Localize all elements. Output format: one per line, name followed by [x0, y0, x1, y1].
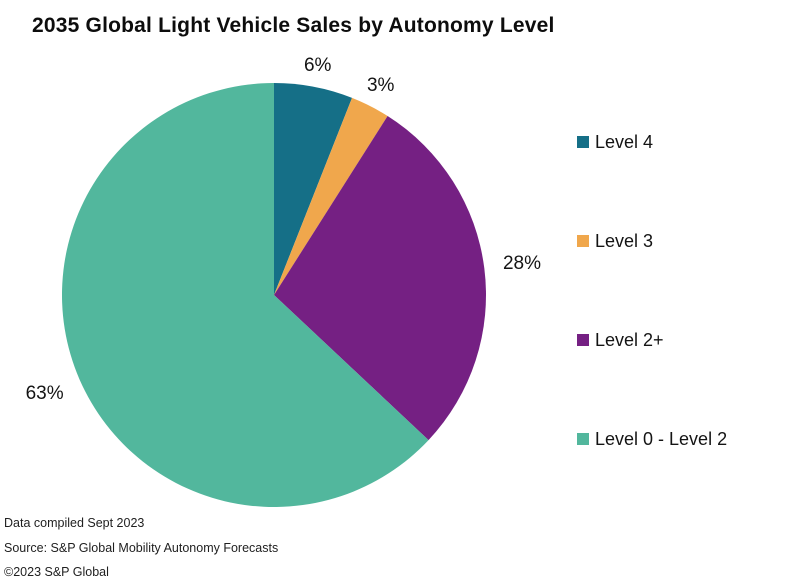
chart-title: 2035 Global Light Vehicle Sales by Auton…: [32, 14, 555, 37]
pie-slice-level-3: [274, 97, 388, 295]
legend-item-level-4: Level 4: [577, 132, 727, 152]
pie-slice-level-4: [274, 83, 353, 295]
pie-slice-label: 28%: [502, 252, 542, 274]
footer-source: Source: S&P Global Mobility Autonomy For…: [4, 541, 279, 555]
legend-item-level-2plus: Level 2+: [577, 330, 727, 350]
legend-label: Level 4: [595, 131, 654, 152]
legend-swatch: [577, 235, 589, 247]
footer-data-compiled: Data compiled Sept 2023: [4, 516, 145, 530]
pie-slice-label: 6%: [303, 55, 332, 77]
pie-slice-level-0-level-2: [61, 83, 429, 508]
pie-slice-label: 3%: [366, 74, 395, 96]
legend-label: Level 2+: [595, 329, 664, 350]
footer-copyright: ©2023 S&P Global: [4, 565, 109, 579]
legend-label: Level 0 - Level 2: [595, 428, 728, 449]
legend-label: Level 3: [595, 230, 654, 251]
legend-swatch: [577, 433, 589, 445]
legend-swatch: [577, 334, 589, 346]
pie-slice-level-2: [274, 116, 486, 441]
legend-item-level-0-to-2: Level 0 - Level 2: [577, 429, 727, 449]
legend-swatch: [577, 136, 589, 148]
legend-item-level-3: Level 3: [577, 231, 727, 251]
chart-legend: Level 4 Level 3 Level 2+ Level 0 - Level…: [577, 132, 727, 449]
pie-slice-label: 63%: [25, 383, 64, 405]
